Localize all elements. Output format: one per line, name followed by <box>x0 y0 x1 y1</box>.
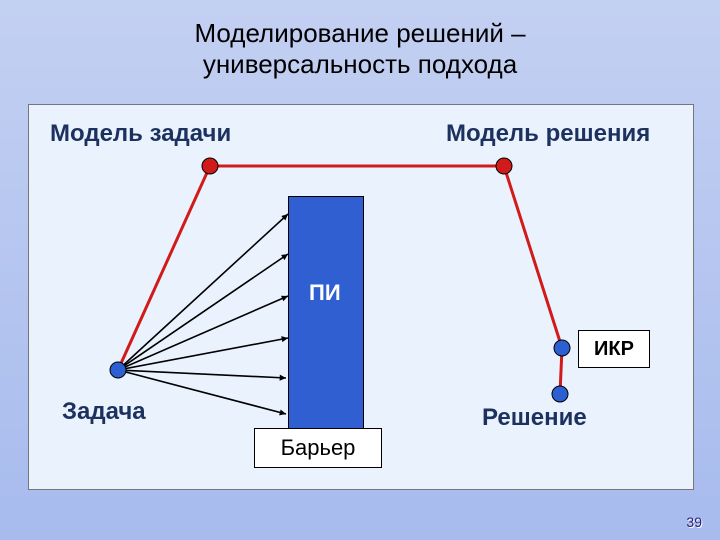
label-task: Задача <box>62 398 146 426</box>
ikr-box: ИКР <box>578 330 650 368</box>
barrier-text: Барьер <box>281 435 356 461</box>
barrier-box: Барьер <box>254 428 382 468</box>
label-solution: Решение <box>482 404 587 432</box>
label-pi: ПИ <box>309 280 341 306</box>
page-number: 39 <box>686 514 702 530</box>
label-model-solution: Модель решения <box>446 120 650 148</box>
label-model-task: Модель задачи <box>50 120 231 148</box>
ikr-text: ИКР <box>594 338 634 361</box>
slide-root: Моделирование решений – универсальность … <box>0 0 720 540</box>
